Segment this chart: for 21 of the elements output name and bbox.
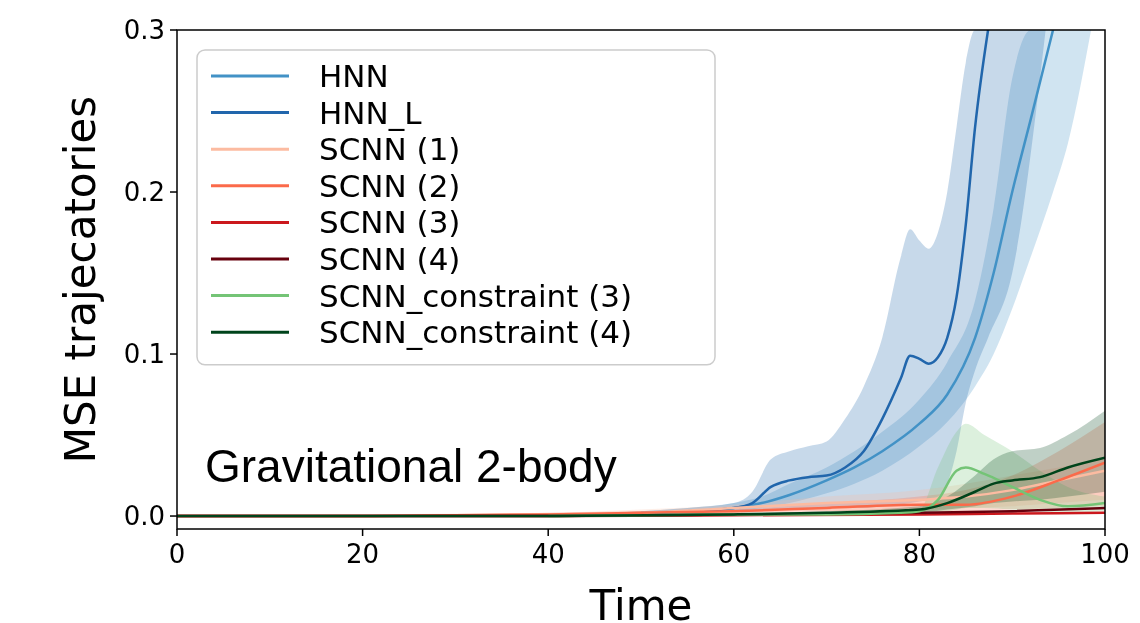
- legend-label: SCNN_constraint (4): [319, 314, 633, 351]
- legend-label: SCNN_constraint (3): [319, 277, 633, 314]
- y-axis-title: MSE trajecatories: [56, 95, 105, 464]
- legend-label: SCNN (4): [319, 241, 461, 277]
- y-tick-label: 0.3: [123, 15, 165, 45]
- x-tick-label: 60: [717, 539, 751, 569]
- legend-label: SCNN (1): [319, 131, 461, 168]
- x-tick-label: 20: [346, 539, 380, 569]
- x-tick-label: 80: [902, 539, 936, 569]
- y-tick-label: 0.2: [123, 177, 165, 208]
- x-tick-label: 40: [531, 539, 565, 569]
- legend-label: HNN: [319, 58, 389, 94]
- legend-label: SCNN (2): [319, 167, 461, 204]
- x-tick-label: 0: [168, 539, 186, 569]
- x-tick-label: 100: [1080, 539, 1130, 569]
- legend-label: HNN_L: [319, 94, 423, 131]
- y-tick-label: 0.0: [123, 501, 165, 532]
- x-axis-title: Time: [588, 581, 693, 623]
- y-tick-label: 0.1: [123, 339, 165, 370]
- annotation: Gravitational 2-body: [205, 440, 617, 492]
- legend-label: SCNN (3): [319, 204, 461, 241]
